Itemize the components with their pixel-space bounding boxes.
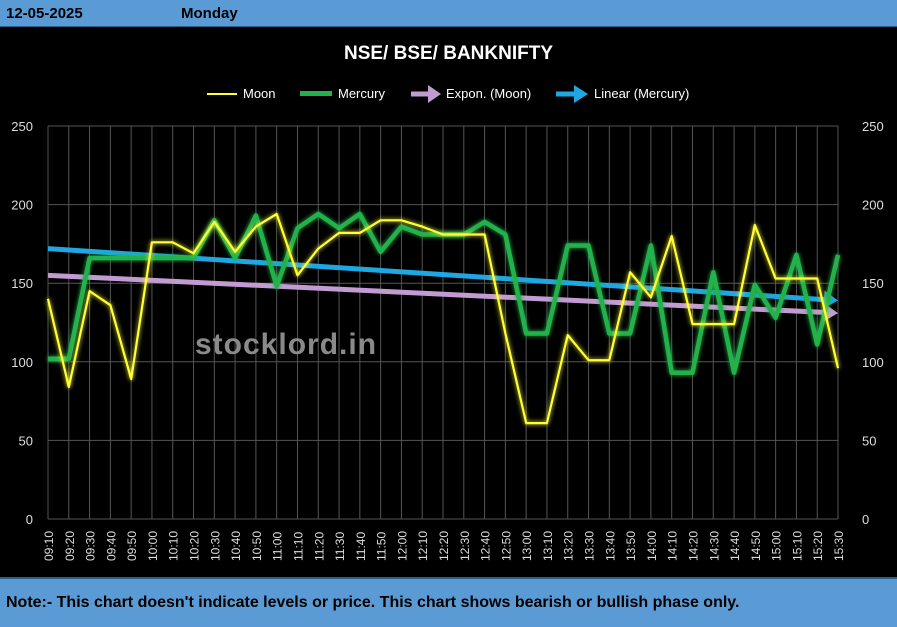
y-tick-right: 0 [862, 512, 869, 527]
legend-arrow-expon-icon [411, 85, 441, 103]
x-tick-label: 14:50 [749, 531, 763, 561]
y-tick-left: 250 [11, 119, 33, 134]
footer-note: Note:- This chart doesn't indicate level… [6, 594, 740, 611]
legend-label-linear: Linear (Mercury) [594, 86, 690, 101]
legend-swatch-mercury [300, 91, 332, 96]
y-tick-right: 150 [862, 276, 884, 291]
y-tick-right: 50 [862, 433, 876, 448]
y-axis-left: 0 50 100 150 200 250 [11, 119, 33, 527]
y-tick-right: 100 [862, 355, 884, 370]
x-tick-label: 14:30 [707, 531, 721, 561]
x-tick-label: 12:50 [499, 531, 513, 561]
x-tick-label: 14:40 [728, 531, 742, 561]
x-tick-label: 15:00 [770, 531, 784, 561]
y-tick-right: 250 [862, 119, 884, 134]
x-tick-label: 13:30 [583, 531, 597, 561]
legend-swatch-moon [207, 93, 237, 95]
watermark: stocklord.in [195, 328, 378, 361]
x-tick-label: 15:10 [790, 531, 804, 561]
x-tick-label: 12:30 [458, 531, 472, 561]
legend-label-expon: Expon. (Moon) [446, 86, 532, 101]
trendline-expon-moon [47, 272, 825, 315]
x-tick-label: 15:30 [832, 531, 846, 561]
x-tick-label: 13:20 [562, 531, 576, 561]
x-tick-label: 09:40 [104, 531, 118, 561]
x-tick-label: 10:40 [229, 531, 243, 561]
x-tick-label: 09:50 [125, 531, 139, 561]
x-tick-label: 12:10 [416, 531, 430, 561]
y-axis-right: 0 50 100 150 200 250 [862, 119, 884, 527]
x-tick-label: 13:40 [603, 531, 617, 561]
day-label: Monday [181, 5, 238, 22]
x-tick-label: 14:00 [645, 531, 659, 561]
legend-arrow-linear-icon [556, 85, 588, 103]
y-tick-right: 200 [862, 198, 884, 213]
x-tick-label: 13:10 [541, 531, 555, 561]
chart-area: NSE/ BSE/ BANKNIFTY Moon Mercury Expon. … [0, 27, 897, 576]
header-bar: 12-05-2025 Monday [0, 0, 897, 27]
footer-note-bar: Note:- This chart doesn't indicate level… [0, 577, 897, 627]
x-tick-label: 09:10 [42, 531, 56, 561]
x-tick-label: 11:50 [375, 532, 389, 561]
x-tick-label: 13:50 [624, 531, 638, 561]
x-tick-label: 10:00 [146, 531, 160, 561]
series-lines [46, 211, 841, 425]
legend-label-mercury: Mercury [338, 86, 385, 101]
x-tick-label: 10:20 [188, 531, 202, 561]
x-tick-label: 11:00 [271, 532, 285, 561]
x-tick-label: 12:40 [479, 531, 493, 561]
x-tick-label: 11:20 [312, 532, 326, 561]
x-tick-label: 09:20 [63, 531, 77, 561]
x-tick-label: 12:20 [437, 531, 451, 561]
x-tick-label: 09:30 [84, 531, 98, 561]
y-tick-left: 50 [19, 433, 33, 448]
legend-label-moon: Moon [243, 86, 276, 101]
chart-title: NSE/ BSE/ BANKNIFTY [343, 43, 554, 64]
series-line-moon [46, 212, 840, 425]
x-tick-label: 11:40 [354, 532, 368, 561]
y-tick-left: 100 [11, 355, 33, 370]
y-tick-left: 0 [26, 512, 33, 527]
x-tick-label: 11:30 [333, 532, 347, 561]
x-tick-label: 10:30 [208, 531, 222, 561]
x-tick-label: 13:00 [520, 531, 534, 561]
x-tick-label: 14:10 [666, 531, 680, 561]
y-tick-left: 200 [11, 198, 33, 213]
chart-legend: Moon Mercury Expon. (Moon) Linear (Mercu… [0, 83, 897, 107]
x-tick-label: 10:10 [167, 531, 181, 561]
x-tick-label: 15:20 [811, 531, 825, 561]
x-tick-label: 10:50 [250, 531, 264, 561]
x-axis: 09:10 09:20 09:30 09:40 09:50 10:00 10:10 10:20… [42, 531, 846, 561]
x-tick-label: 12:00 [395, 531, 409, 561]
x-tick-label: 14:20 [686, 531, 700, 561]
plot-grid [47, 125, 839, 520]
date-label: 12-05-2025 [6, 5, 83, 22]
x-tick-label: 11:10 [291, 532, 305, 561]
y-tick-left: 150 [11, 276, 33, 291]
